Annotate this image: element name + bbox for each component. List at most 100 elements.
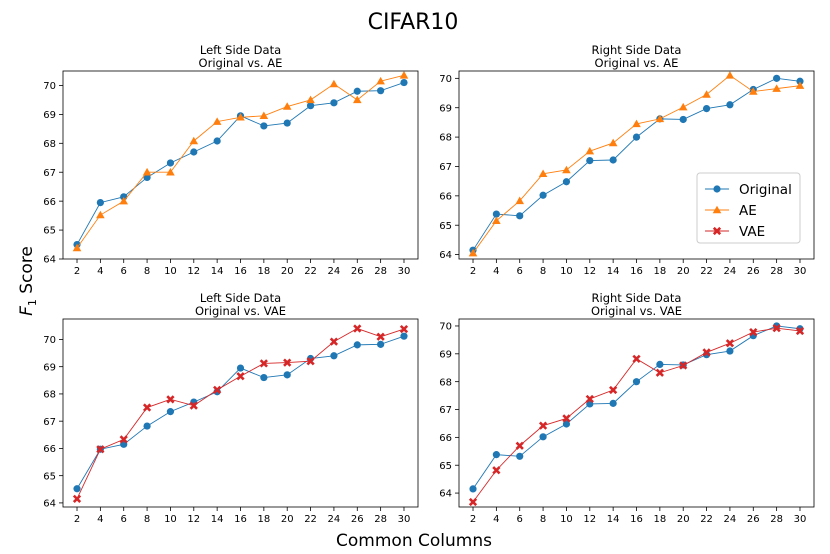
ae-point-9 [678, 102, 688, 111]
original-point-0 [73, 485, 81, 493]
axes-frame [62, 318, 419, 508]
x-tick-label: 20 [281, 514, 294, 525]
x-tick-label: 6 [121, 266, 127, 277]
x-tick-label: 4 [493, 266, 499, 277]
series-line-original [76, 82, 405, 245]
original-point-12 [353, 87, 361, 95]
x-tick-label: 10 [164, 514, 177, 525]
y-tick-label: 66 [439, 191, 452, 202]
vae-point-13 [772, 324, 781, 333]
vae-point-4 [562, 414, 571, 423]
x-tick-label: 18 [257, 514, 270, 525]
x-tick-label: 24 [724, 266, 737, 277]
y-label-subscript: 1 [26, 299, 39, 306]
x-tick-label: 26 [747, 514, 760, 525]
original-point-7 [236, 364, 245, 372]
x-tick-label: 12 [187, 266, 200, 277]
ae-point-1 [492, 216, 501, 225]
y-tick-label: 69 [43, 362, 56, 373]
ae-point-11 [725, 71, 735, 79]
x-tick-label: 22 [304, 514, 317, 525]
x-tick-label: 6 [517, 514, 523, 525]
series-original [73, 78, 408, 249]
x-tick-label: 8 [540, 514, 546, 525]
original-point-3 [539, 433, 547, 441]
original-point-8 [656, 360, 664, 368]
series-vae [468, 324, 805, 507]
x-tick-label: 30 [794, 266, 807, 277]
x-tick-label: 22 [700, 514, 713, 525]
vae-point-5 [189, 401, 198, 410]
vae-point-5 [585, 394, 594, 404]
ae-point-3 [142, 167, 152, 176]
y-tick-label: 70 [439, 74, 452, 85]
original-point-6 [609, 156, 617, 164]
x-tick-label: 10 [560, 514, 573, 525]
axes-frame [62, 70, 419, 260]
x-tick-label: 2 [74, 514, 80, 525]
ae-point-2 [515, 196, 525, 205]
x-tick-label: 28 [374, 514, 387, 525]
vae-point-0 [468, 497, 478, 507]
ae-point-3 [538, 169, 548, 178]
y-tick-label: 70 [43, 335, 56, 346]
original-point-13 [773, 74, 781, 82]
x-tick-label: 24 [328, 266, 341, 277]
vae-point-1 [96, 445, 105, 454]
y-tick-label: 68 [43, 139, 56, 150]
legend-entry-original: Original [705, 182, 792, 198]
ae-point-8 [259, 111, 269, 120]
y-tick-label: 66 [439, 433, 452, 444]
y-tick-label: 65 [439, 221, 452, 232]
ae-point-12 [352, 95, 362, 104]
x-tick-label: 26 [351, 514, 364, 525]
subplot-title: Right Side Data [592, 43, 682, 57]
x-tick-label: 22 [700, 266, 713, 277]
original-point-5 [586, 156, 594, 165]
original-point-3 [143, 422, 151, 430]
y-tick-label: 66 [43, 197, 56, 208]
subplot-subtitle: Original vs. VAE [195, 304, 286, 318]
x-tick-label: 16 [630, 514, 643, 525]
original-point-4 [166, 408, 175, 416]
ae-point-6 [608, 138, 618, 147]
x-tick-label: 10 [164, 266, 177, 277]
y-tick-label: 70 [43, 81, 56, 92]
figure-x-axis-label: Common Columns [336, 531, 492, 551]
original-point-12 [353, 341, 361, 349]
original-point-4 [166, 159, 175, 167]
original-point-10 [702, 105, 711, 113]
subplot-subtitle: Original vs. AE [595, 56, 679, 70]
y-tick-label: 64 [439, 489, 452, 500]
vae-point-1 [492, 466, 501, 475]
original-point-2 [516, 452, 524, 460]
vae-point-11 [725, 339, 735, 348]
y-tick-label: 67 [439, 405, 452, 416]
original-point-7 [632, 133, 641, 141]
x-tick-label: 20 [677, 266, 690, 277]
y-tick-label: 65 [43, 471, 56, 482]
vae-point-9 [679, 361, 688, 370]
original-point-0 [469, 485, 477, 493]
original-point-6 [213, 137, 221, 145]
x-tick-label: 2 [470, 266, 476, 277]
vae-point-10 [702, 348, 711, 357]
original-point-9 [283, 119, 291, 127]
vae-point-6 [213, 385, 222, 394]
subplot-title: Left Side Data [200, 291, 281, 305]
x-tick-label: 30 [398, 514, 411, 525]
x-tick-label: 2 [470, 514, 476, 525]
y-tick-label: 70 [439, 322, 452, 333]
original-point-9 [283, 371, 291, 379]
y-tick-label: 64 [43, 499, 56, 510]
ae-point-7 [236, 112, 245, 121]
original-point-14 [400, 78, 408, 87]
series-vae [72, 324, 409, 503]
legend-box [696, 172, 801, 244]
ae-point-14 [795, 81, 805, 89]
x-tick-label: 24 [724, 514, 737, 525]
vae-point-legend [712, 226, 722, 236]
original-point-1 [96, 199, 104, 207]
